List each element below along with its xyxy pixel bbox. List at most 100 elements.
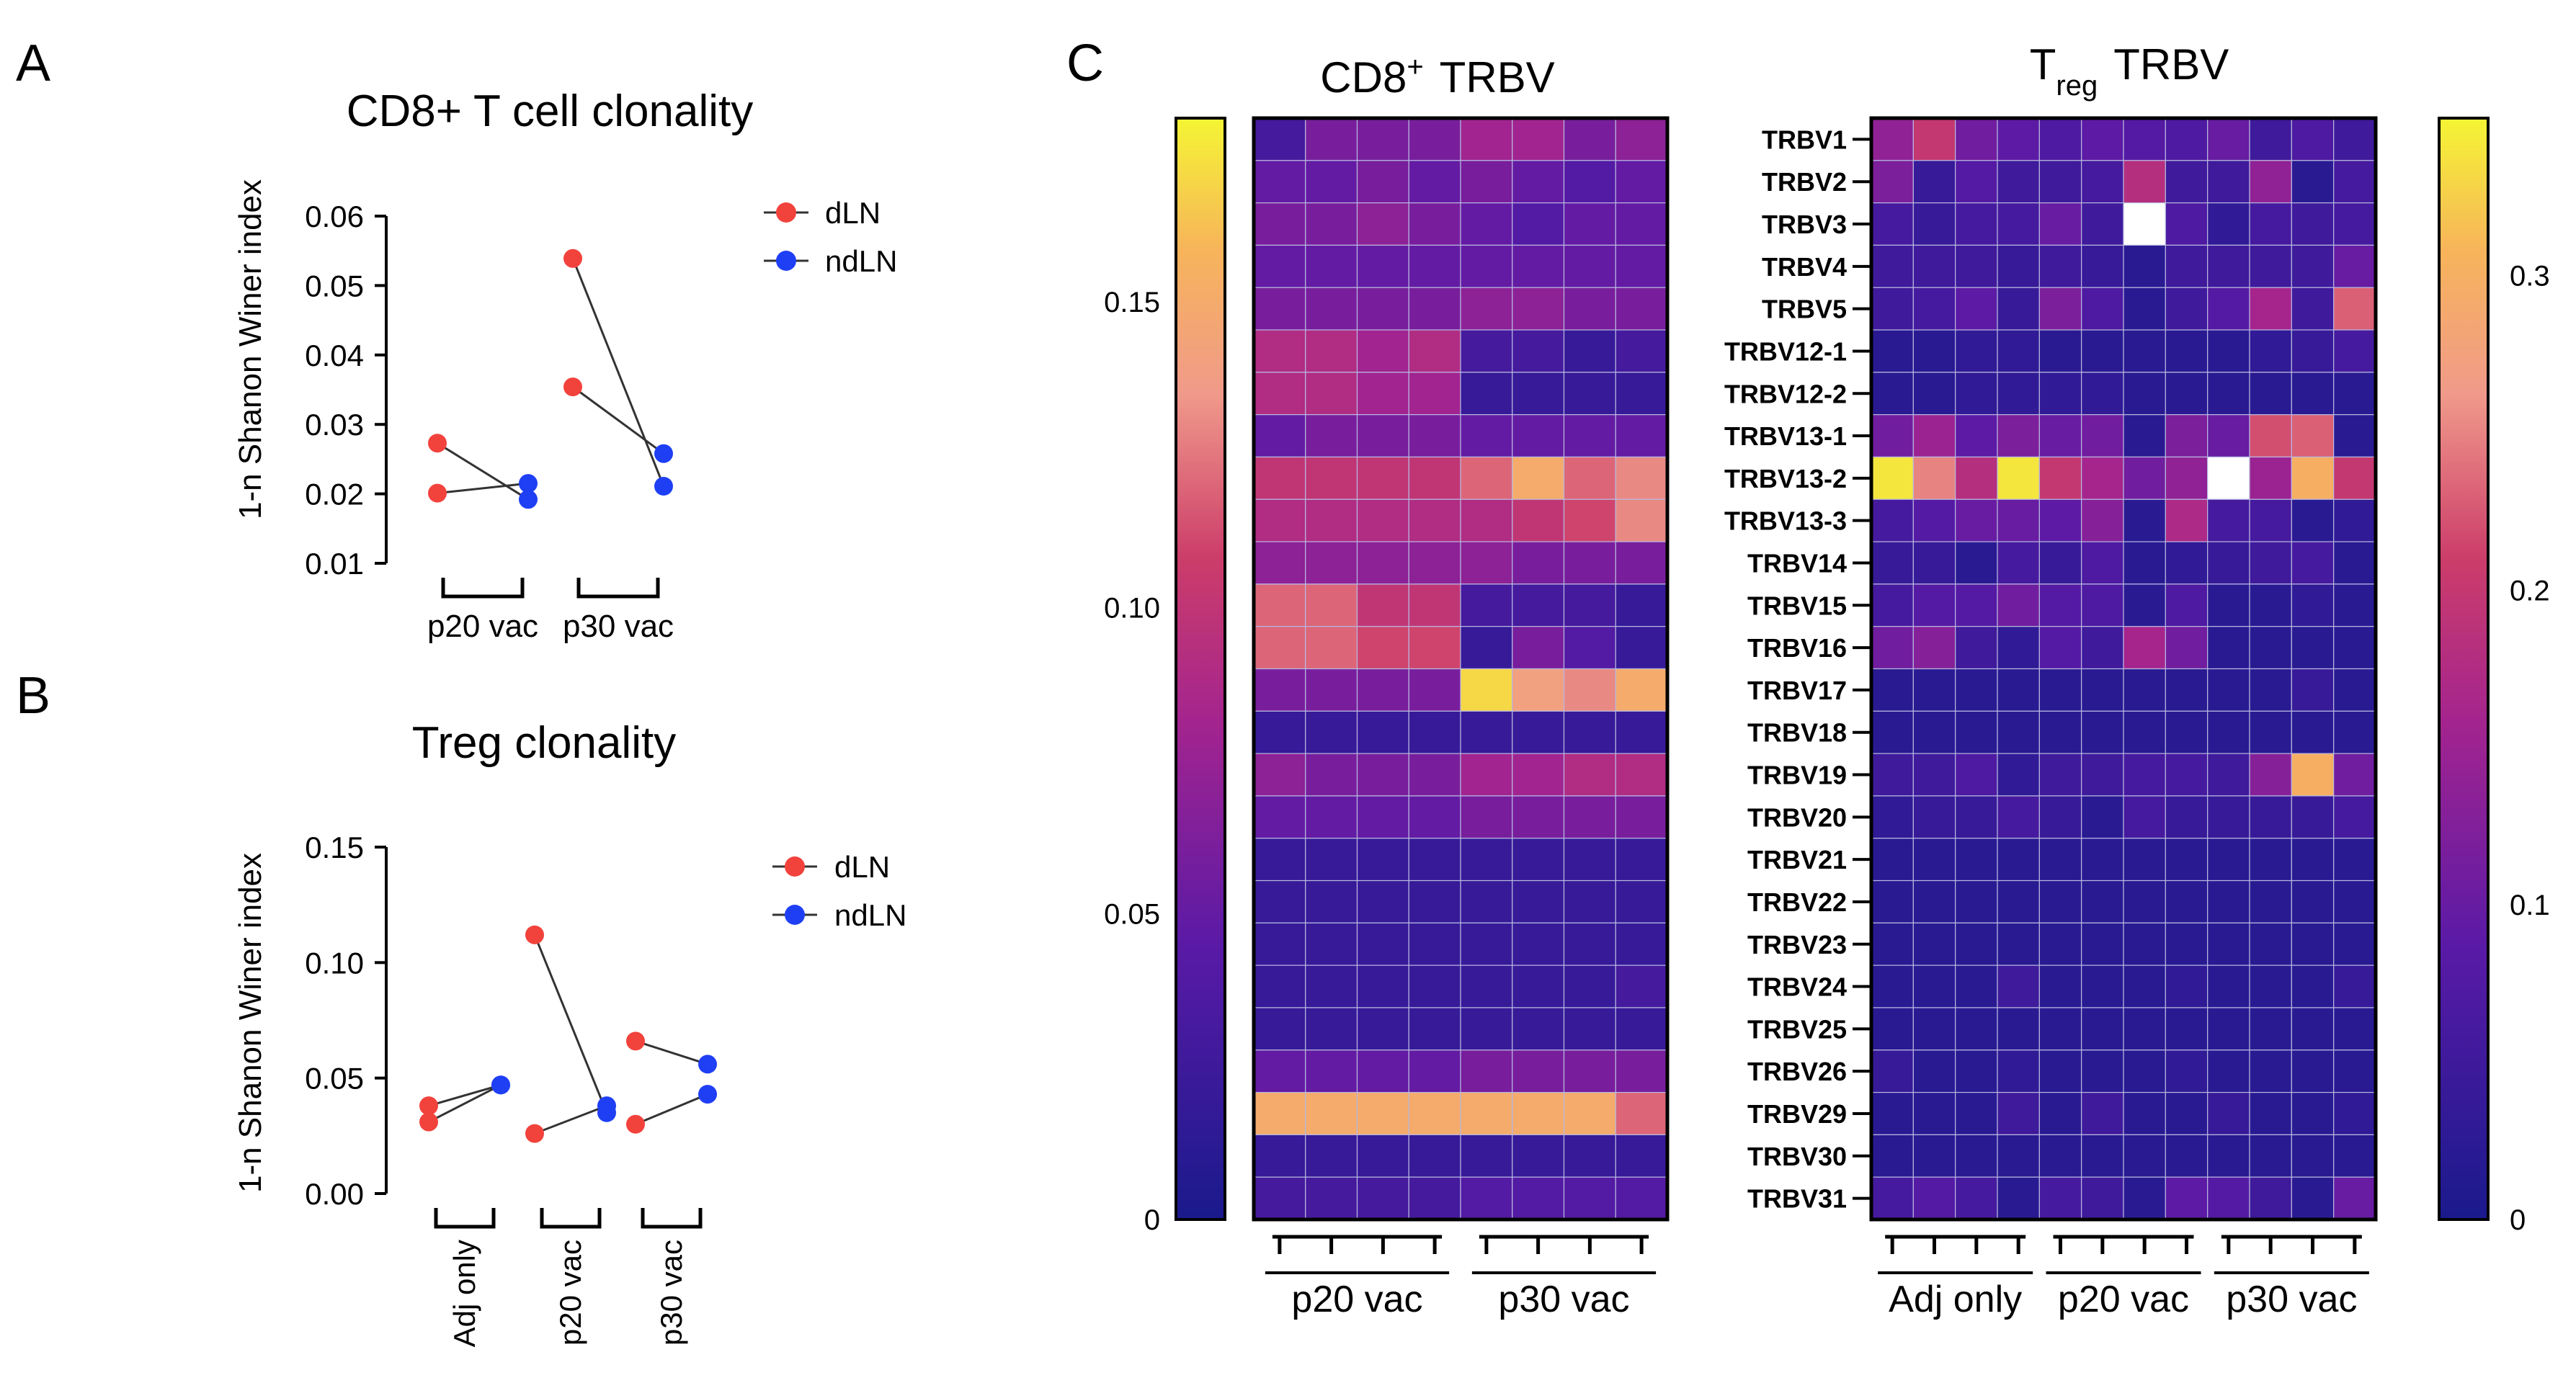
heatmap-cell (1997, 541, 2040, 585)
heatmap-cell (2207, 880, 2250, 923)
heatmap-cell (1460, 498, 1513, 542)
heatmap-cell (1408, 583, 1461, 627)
cd8-colorbar (1175, 117, 1226, 1221)
heatmap-cell (2081, 498, 2124, 542)
y-tick-label: 0.05 (305, 269, 364, 303)
heatmap-cell (1356, 1134, 1409, 1178)
heatmap-cell (1460, 1049, 1513, 1093)
heatmap-cell (1912, 1091, 1956, 1135)
pair-connector (428, 1083, 502, 1107)
heatmap-cell (1305, 838, 1358, 882)
heatmap-cell (1997, 626, 2040, 670)
heatmap-cell (2207, 372, 2250, 416)
heatmap-cell (1997, 202, 2040, 246)
treg-heatmap-title: Treg TRBV (2030, 40, 2229, 102)
heatmap-cell (2123, 753, 2166, 797)
heatmap-cell (1460, 838, 1513, 882)
heatmap-cell (1356, 202, 1409, 246)
heatmap-cell (2081, 1176, 2124, 1220)
heatmap-cell (2207, 1176, 2250, 1220)
heatmap-cell (1955, 1049, 1998, 1093)
heatmap-cell (2165, 117, 2209, 161)
heatmap-cell (2081, 202, 2124, 246)
heatmap-cell (1460, 583, 1513, 627)
heatmap-cell (1997, 287, 2040, 331)
heatmap-cell (1871, 1007, 1914, 1051)
heatmap-cell (2038, 1007, 2082, 1051)
colorbar-tick-label: 0.2 (2510, 575, 2550, 607)
heatmap-cell (1356, 1091, 1409, 1135)
heatmap-cell (2123, 498, 2166, 542)
heatmap-cell (1871, 202, 1914, 246)
heatmap-cell (2291, 117, 2335, 161)
heatmap-cell (1305, 710, 1358, 754)
heatmap-cell (2038, 753, 2082, 797)
heatmap-cell (1615, 1007, 1668, 1051)
heatmap-cell (1997, 329, 2040, 373)
heatmap-cell (1912, 244, 1956, 288)
heatmap-cell (1871, 964, 1914, 1008)
heatmap-cell (1563, 583, 1616, 627)
heatmap-cell (1912, 583, 1956, 627)
x-group-bracket (641, 1208, 703, 1229)
heatmap-cell (2038, 1176, 2082, 1220)
heatmap-cell (1615, 838, 1668, 882)
heatmap-cell (2165, 710, 2209, 754)
heatmap-cell (1871, 838, 1914, 882)
heatmap-cell (1408, 1049, 1461, 1093)
heatmap-cell (1997, 964, 2040, 1008)
y-tick-label: 0.06 (305, 200, 364, 233)
heatmap-cell (1997, 1049, 2040, 1093)
heatmap-cell (1997, 456, 2040, 500)
colorbar-tick-label: 0 (2510, 1204, 2526, 1236)
heatmap-cell (1955, 753, 1998, 797)
heatmap-cell (1955, 244, 1998, 288)
heatmap-cell (1563, 922, 1616, 966)
heatmap-cell (1356, 964, 1409, 1008)
heatmap-cell (2081, 329, 2124, 373)
heatmap-cell (2249, 626, 2292, 670)
heatmap-cell (2291, 753, 2335, 797)
heatmap-cell (1305, 795, 1358, 839)
heatmap-cell (2207, 922, 2250, 966)
heatmap-cell (1615, 372, 1668, 416)
heatmap-cell (1615, 117, 1668, 161)
heatmap-cell (2291, 456, 2335, 500)
heatmap-cell (1955, 838, 1998, 882)
row-label: TRBV26 (1747, 1057, 1847, 1086)
heatmap-cell (1997, 668, 2040, 712)
heatmap-cell (2333, 668, 2376, 712)
heatmap-cell (1512, 541, 1565, 585)
heatmap-cell (2038, 498, 2082, 542)
panel-b-title: Treg clonality (412, 718, 676, 768)
heatmap-cell (2123, 160, 2166, 204)
pair-connector (571, 258, 665, 487)
heatmap-cell (2207, 1049, 2250, 1093)
heatmap-cell (1563, 753, 1616, 797)
heatmap-cell (2249, 795, 2292, 839)
heatmap-cell (2165, 456, 2209, 500)
heatmap-cell (1408, 838, 1461, 882)
heatmap-cell (1912, 710, 1956, 754)
heatmap-cell (1615, 964, 1668, 1008)
ndln-point (654, 444, 673, 463)
heatmap-cell (1912, 922, 1956, 966)
row-label: TRBV12-2 (1724, 379, 1847, 408)
heatmap-cell (1563, 838, 1616, 882)
heatmap-cell (1563, 1049, 1616, 1093)
heatmap-cell (2333, 202, 2376, 246)
heatmap-cell (1563, 964, 1616, 1008)
heatmap-cell (1912, 668, 1956, 712)
dln-point (525, 925, 544, 944)
heatmap-cell (2081, 922, 2124, 966)
heatmap-cell (1408, 541, 1461, 585)
row-label: TRBV13-3 (1724, 506, 1847, 536)
y-tick-label: 0.03 (305, 408, 364, 442)
heatmap-cell (2081, 287, 2124, 331)
heatmap-cell (1460, 287, 1513, 331)
heatmap-cell (1253, 541, 1306, 585)
heatmap-cell (2038, 838, 2082, 882)
heatmap-cell (1615, 626, 1668, 670)
heatmap-cell (1356, 838, 1409, 882)
